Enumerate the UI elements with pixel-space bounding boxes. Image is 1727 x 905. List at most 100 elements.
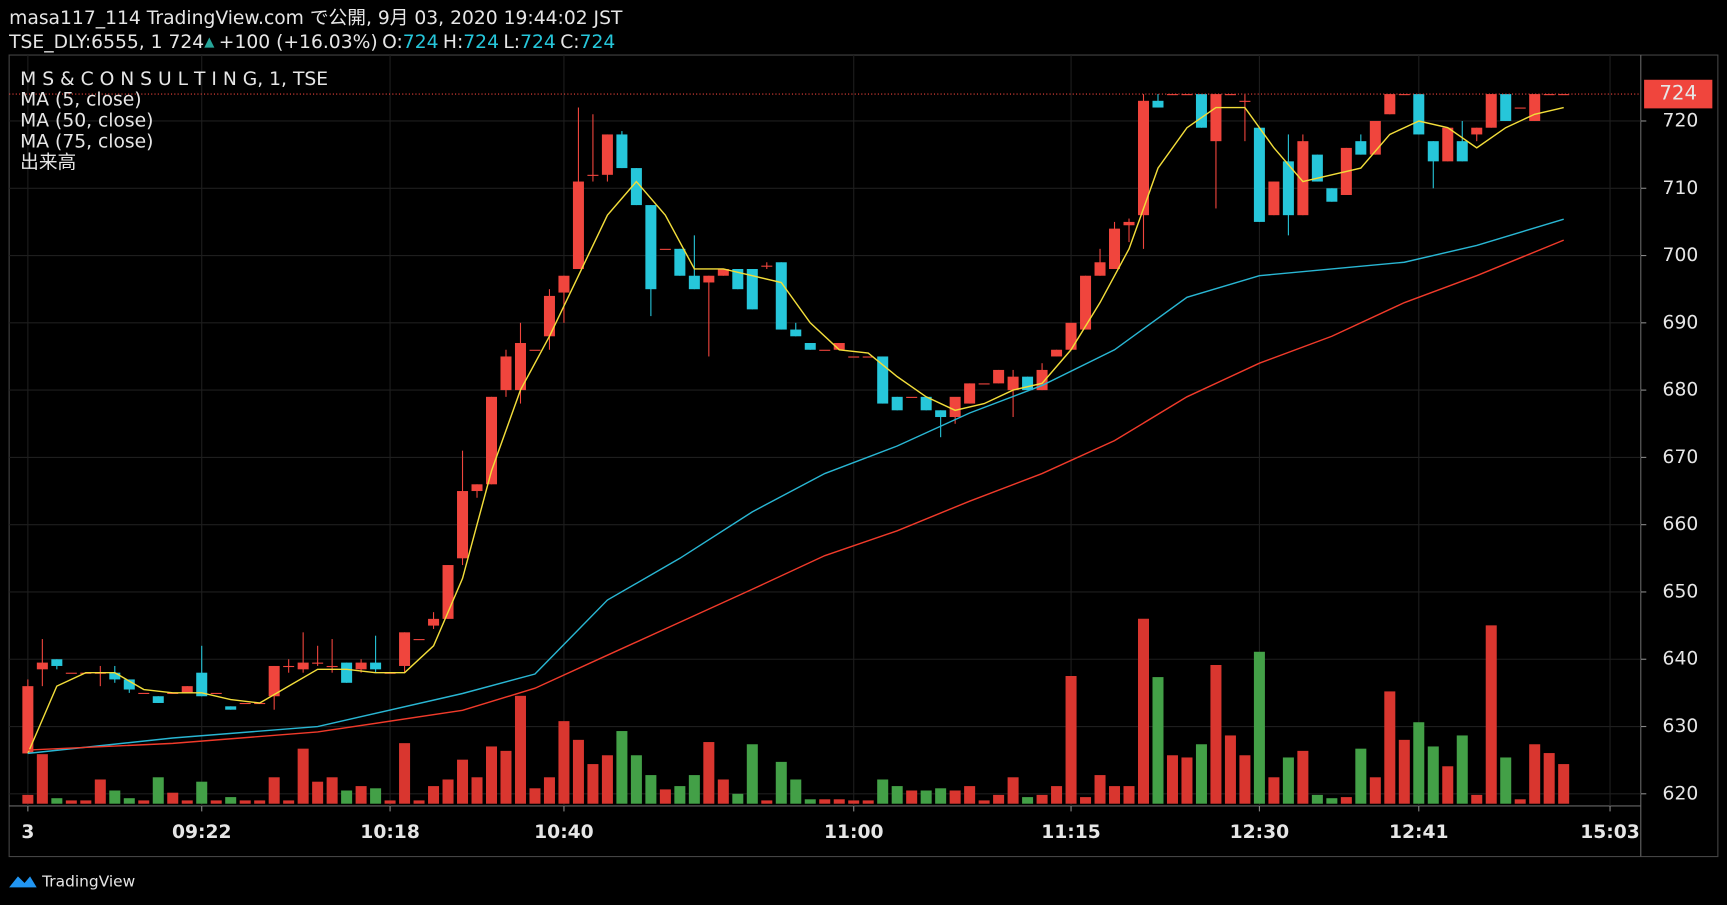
volume-bar	[196, 781, 208, 804]
candle-body	[399, 632, 411, 666]
candle-body	[529, 349, 541, 351]
candle-body	[978, 383, 990, 385]
candle-body	[1355, 141, 1367, 155]
volume-bar	[1007, 777, 1019, 804]
candle-body	[891, 396, 903, 411]
candle-body	[616, 134, 628, 169]
candle-body	[65, 672, 77, 674]
y-tick-label: 670	[1663, 447, 1699, 468]
candle-body	[1195, 94, 1207, 128]
candle-body	[514, 343, 526, 391]
volume-bar	[1529, 744, 1541, 804]
candle-body	[587, 174, 599, 176]
volume-bar	[717, 779, 729, 804]
volume-bar	[1471, 794, 1483, 804]
volume-bar	[1456, 735, 1468, 804]
candle-body	[949, 396, 961, 418]
candle-body	[601, 134, 613, 175]
y-tick-label: 690	[1663, 312, 1699, 333]
header-line2: TSE_DLY:6555, 1 724▲ +100 (+16.03%) O:724 H…	[8, 31, 615, 52]
candle-body	[1253, 127, 1265, 222]
volume-bar	[572, 739, 584, 804]
volume-bar	[268, 777, 280, 804]
header-line1: masa117_114 TradingView.com で公開, 9月 03, …	[9, 8, 623, 29]
candle-body	[1109, 228, 1121, 270]
y-tick-label: 700	[1663, 245, 1699, 266]
volume-bar	[413, 800, 425, 804]
ma-line	[27, 106, 1564, 754]
x-tick-label: 3	[21, 822, 34, 843]
candle-body	[1485, 94, 1497, 128]
candle-body	[775, 262, 787, 330]
legend-entry: MA (75, close)	[20, 132, 153, 153]
volume-bar	[862, 800, 874, 804]
candle-body	[790, 329, 802, 337]
candle-body	[746, 269, 758, 310]
volume-bar	[109, 790, 121, 804]
volume-bar	[181, 800, 193, 804]
last-price-box	[1644, 79, 1713, 109]
volume-bar	[1166, 755, 1178, 804]
volume-bar	[993, 794, 1005, 804]
candle-body	[36, 662, 48, 670]
volume-bar	[804, 799, 816, 804]
candle-body	[1051, 349, 1063, 357]
candle-body	[833, 343, 845, 350]
candle-body	[1123, 221, 1135, 226]
volume-bar	[1109, 786, 1121, 804]
volume-bar	[732, 793, 744, 804]
candle-body	[674, 248, 686, 276]
candle-body	[1022, 376, 1034, 391]
ma-line	[27, 239, 1564, 751]
volume-bar	[94, 779, 106, 804]
volume-bar	[457, 759, 469, 804]
candle-body	[1152, 100, 1164, 108]
volume-bar	[1195, 744, 1207, 804]
y-tick-label: 630	[1663, 716, 1699, 737]
volume-bar	[239, 800, 251, 804]
volume-bar	[616, 731, 628, 804]
volume-bar	[906, 790, 918, 804]
candle-body	[1471, 127, 1483, 135]
x-tick-label: 15:03	[1580, 822, 1640, 843]
volume-bar	[283, 800, 295, 804]
candle-body	[457, 491, 469, 559]
volume-bar	[152, 777, 164, 804]
volume-bar	[36, 754, 48, 804]
ma-line	[27, 218, 1564, 755]
volume-bar	[848, 800, 860, 804]
volume-bar	[935, 788, 947, 804]
candle-body	[1384, 94, 1396, 115]
candle-body	[210, 692, 222, 694]
volume-bar	[891, 786, 903, 804]
candle-body	[1369, 120, 1381, 155]
y-tick-label: 640	[1663, 649, 1699, 670]
candle-body	[1268, 181, 1280, 216]
candle-body	[1224, 94, 1236, 96]
candle-body	[761, 265, 773, 267]
volume-bar	[428, 786, 440, 804]
volume-bar	[775, 761, 787, 804]
volume-bar	[674, 786, 686, 804]
candle-body	[1311, 154, 1323, 182]
y-tick-label: 710	[1663, 178, 1699, 199]
candle-body	[848, 356, 860, 358]
candle-body	[906, 396, 918, 398]
ohlc-value: 724	[463, 31, 499, 52]
volume-bar	[1340, 797, 1352, 804]
candle-body	[500, 356, 512, 391]
candle-body	[1210, 94, 1222, 142]
candle-body	[804, 343, 816, 350]
candle-body	[51, 659, 63, 666]
ohlc-label: H:	[443, 31, 463, 52]
candle-body	[297, 662, 309, 670]
candle-body	[1094, 262, 1106, 276]
volume-bar	[1224, 735, 1236, 804]
y-tick-label: 660	[1663, 514, 1699, 535]
frame	[8, 54, 1719, 858]
y-tick-label: 680	[1663, 380, 1699, 401]
x-tick-label: 11:15	[1041, 822, 1101, 843]
x-tick-label: 10:40	[534, 822, 594, 843]
